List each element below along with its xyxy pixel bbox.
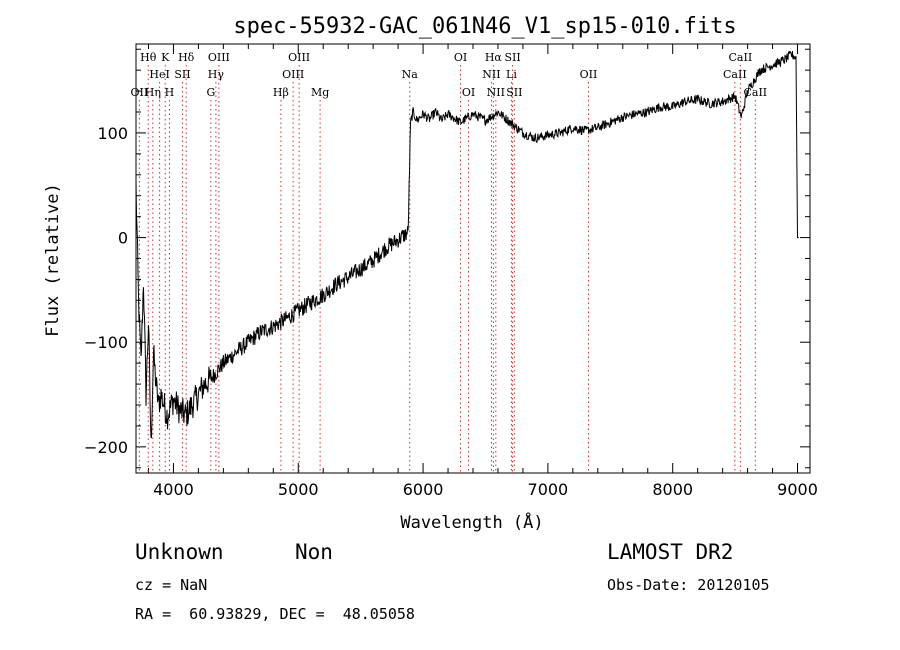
- y-axis-label: Flux (relative): [43, 183, 63, 337]
- line-marker-label: Hη: [145, 86, 161, 99]
- line-marker-label: CaII: [723, 68, 747, 81]
- line-marker-label: Mg: [311, 86, 329, 99]
- line-marker-label: Na: [402, 68, 419, 81]
- line-marker-label: OIII: [208, 51, 230, 64]
- line-marker-label: HeI: [149, 68, 169, 81]
- x-tick-label: 8000: [652, 480, 693, 499]
- line-marker-label: Li: [506, 68, 517, 81]
- line-marker-label: Hβ: [273, 86, 289, 99]
- class-label: Unknown: [135, 540, 224, 564]
- line-marker-label: SII: [504, 51, 520, 64]
- plot-frame: [135, 43, 811, 474]
- subclass-label: Non: [295, 540, 333, 564]
- spectrum-series-line: [135, 50, 799, 439]
- line-marker-label: CaII: [743, 86, 767, 99]
- y-tick-label: −100: [84, 333, 128, 352]
- line-marker-label: NII: [487, 86, 505, 99]
- cz-label: cz = NaN: [135, 576, 208, 594]
- x-tick-label: 7000: [528, 480, 569, 499]
- y-tick-label: −200: [84, 438, 128, 457]
- line-marker-label: SII: [506, 86, 522, 99]
- line-marker-label: K: [161, 51, 170, 64]
- line-marker-label: Hθ: [140, 51, 157, 64]
- line-marker-label: OII: [580, 68, 598, 81]
- x-tick-label: 9000: [777, 480, 818, 499]
- line-marker-label: SII: [174, 68, 190, 81]
- x-tick-label: 4000: [153, 480, 194, 499]
- plot-axes: 4000 5000 6000 7000 8000 9000 −200 −100 0 100: [84, 43, 818, 499]
- line-marker-label: OIII: [282, 68, 304, 81]
- coords-label: RA = 60.93829, DEC = 48.05058: [135, 605, 415, 623]
- x-tick-label: 6000: [403, 480, 444, 499]
- line-marker-label: NII: [482, 68, 500, 81]
- line-marker-label: H: [165, 86, 175, 99]
- chart-title: spec-55932-GAC_061N46_V1_sp15-010.fits: [233, 14, 736, 39]
- obs-date-label: Obs-Date: 20120105: [607, 576, 770, 594]
- line-marker-label: OIII: [288, 51, 310, 64]
- line-marker-label: CaII: [729, 51, 753, 64]
- x-axis-label: Wavelength (Å): [400, 511, 543, 533]
- line-marker-label: Hγ: [208, 68, 225, 81]
- line-marker-label: OI: [462, 86, 475, 99]
- line-marker-label: Hδ: [178, 51, 195, 64]
- survey-label: LAMOST DR2: [607, 540, 734, 564]
- x-tick-label: 5000: [278, 480, 319, 499]
- line-marker-label: G: [206, 86, 215, 99]
- y-tick-label: 100: [97, 124, 128, 143]
- line-marker-label: OI: [454, 51, 467, 64]
- line-marker-label: OII: [131, 86, 149, 99]
- line-marker-label: Hα: [485, 51, 503, 64]
- y-tick-label: 0: [118, 229, 128, 248]
